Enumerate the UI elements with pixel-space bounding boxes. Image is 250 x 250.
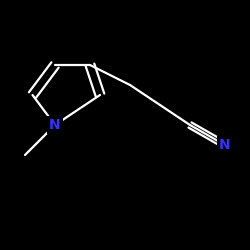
Text: N: N [49,118,61,132]
Text: N: N [219,138,231,152]
